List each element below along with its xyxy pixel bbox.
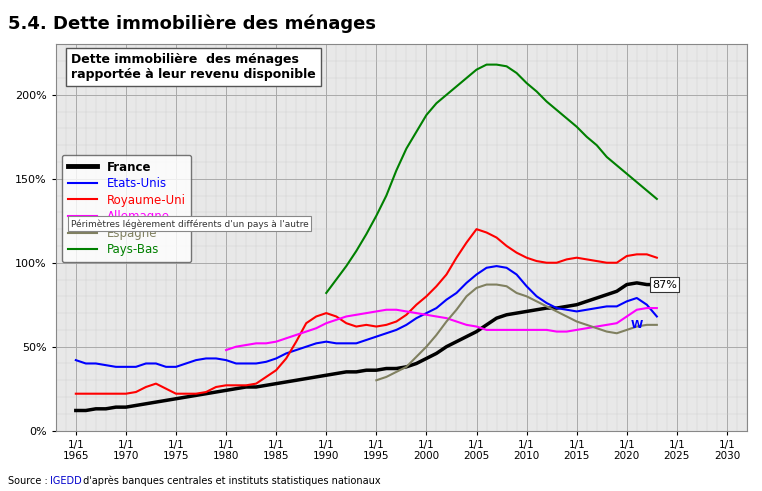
Text: W: W (631, 320, 643, 330)
Text: d'après banques centrales et instituts statistiques nationaux: d'après banques centrales et instituts s… (80, 476, 381, 486)
Text: Dette immobilière  des ménages
rapportée à leur revenu disponible: Dette immobilière des ménages rapportée … (71, 53, 315, 81)
Text: Périmètres légèrement différents d'un pays à l'autre: Périmètres légèrement différents d'un pa… (71, 219, 309, 229)
Text: IGEDD: IGEDD (50, 476, 82, 486)
Text: 87%: 87% (652, 279, 677, 290)
Legend: France, Etats-Unis, Royaume-Uni, Allemagne, Espagne, Pays-Bas: France, Etats-Unis, Royaume-Uni, Allemag… (62, 155, 191, 262)
Text: Source :: Source : (8, 476, 50, 486)
Text: 5.4. Dette immobilière des ménages: 5.4. Dette immobilière des ménages (8, 15, 376, 33)
